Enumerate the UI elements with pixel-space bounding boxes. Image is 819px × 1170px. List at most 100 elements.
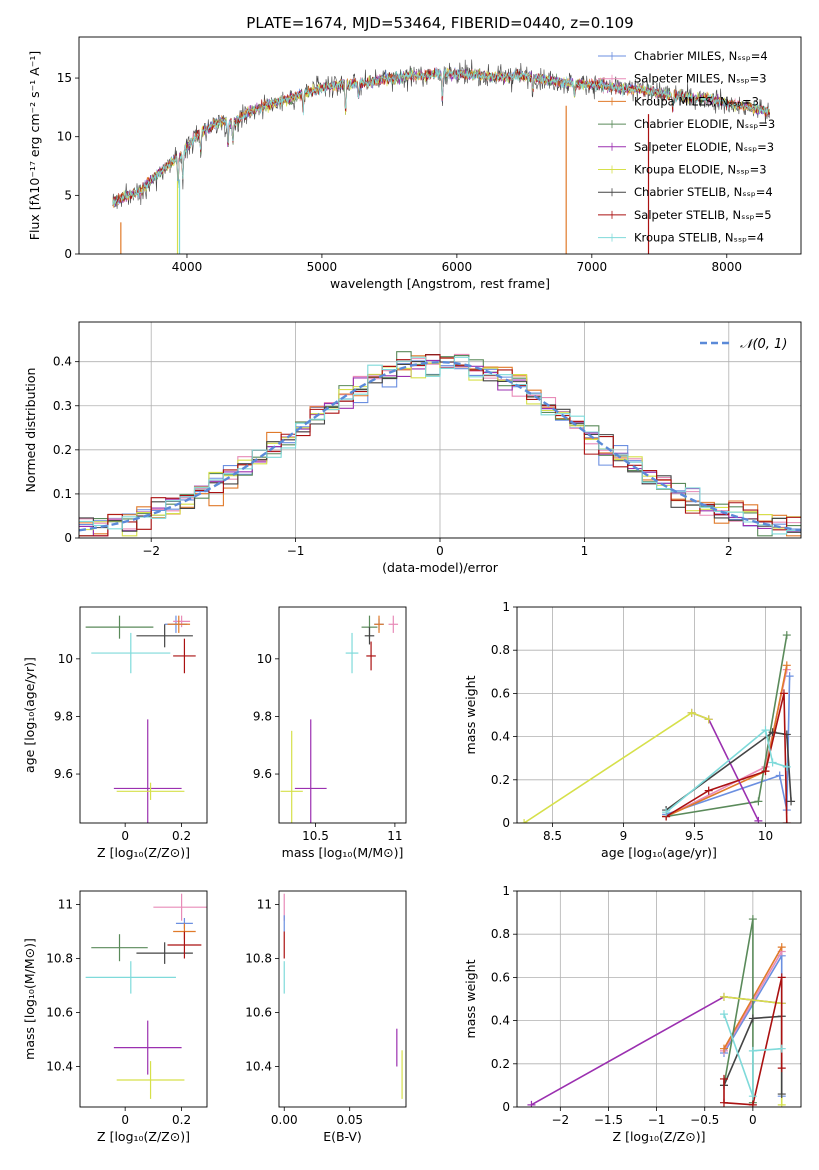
- legend-label: Salpeter STELIB, Nₛₛₚ=5: [634, 208, 772, 222]
- series-line-salpeter_stelib: [666, 693, 787, 823]
- y-tick-label: 9.8: [54, 709, 73, 723]
- series-line-kroupa_elodie: [524, 713, 709, 823]
- y-tick-label: 1: [502, 600, 510, 614]
- legend-label: Salpeter ELODIE, Nₛₛₚ=3: [634, 140, 774, 154]
- x-axis-label: Z [log₁₀(Z/Z⊙)]: [613, 1129, 706, 1144]
- plot-area: [86, 616, 196, 858]
- x-axis-label: E(B-V): [323, 1129, 362, 1144]
- x-tick-label: 0.05: [336, 1113, 363, 1127]
- x-tick-label: 7000: [577, 260, 608, 274]
- x-tick-label: 11: [387, 829, 402, 843]
- y-tick-label: 0.2: [53, 443, 72, 457]
- series-marker: [776, 771, 784, 779]
- series-marker: [783, 661, 791, 669]
- y-tick-label: 9.8: [253, 709, 272, 723]
- y-tick-label: 15: [57, 71, 72, 85]
- series-marker: [749, 915, 757, 923]
- chart-spectrum: 4000 5000 6000 7000 8000 0 5 10 15 wavelength [An…: [27, 37, 801, 291]
- series-marker: [720, 1010, 728, 1018]
- x-tick-label: 1: [581, 544, 589, 558]
- chart-mass-weight-vs-age: 8.5 9 9.5 1000.20.40.60.81age [log₁₀(age/yr…: [463, 600, 801, 860]
- y-tick-label: 9.6: [253, 767, 272, 781]
- y-tick-label: 10: [58, 652, 73, 666]
- x-tick-label: 0.2: [172, 829, 191, 843]
- x-tick-label: 2: [725, 544, 733, 558]
- legend-label: Chabrier ELODIE, Nₛₛₚ=3: [634, 117, 775, 131]
- series-marker: [720, 993, 728, 1001]
- chart-mass-vs-ebv: 0.00 0.05 10.4 10.6 10.8 11 E(B-V): [245, 891, 406, 1144]
- y-tick-label: 1: [502, 884, 510, 898]
- y-tick-label: 0.6: [491, 970, 510, 984]
- axes-frame: [80, 607, 207, 823]
- legend-label: Kroupa ELODIE, Nₛₛₚ=3: [634, 163, 767, 177]
- series-marker: [754, 817, 762, 825]
- x-tick-label: 0: [749, 1113, 757, 1127]
- y-axis-label: mass weight: [463, 675, 478, 754]
- y-tick-label: 0.2: [491, 773, 510, 787]
- y-tick-label: 0.4: [491, 1014, 510, 1028]
- y-tick-label: 0: [64, 531, 72, 545]
- x-tick-label: −1: [287, 544, 305, 558]
- series-marker: [778, 1090, 786, 1098]
- x-tick-label: 9.5: [685, 829, 704, 843]
- chart-title: PLATE=1674, MJD=53464, FIBERID=0440, z=0…: [246, 14, 633, 32]
- y-axis-label: age [log₁₀(age/yr)]: [22, 657, 37, 773]
- legend-label: Kroupa MILES, Nₛₛₚ=3: [634, 94, 759, 108]
- legend-label: Chabrier STELIB, Nₛₛₚ=4: [634, 185, 773, 199]
- y-axis-label: Normed distribution: [23, 368, 38, 493]
- y-tick-label: 11: [257, 898, 272, 912]
- series-marker: [778, 943, 786, 951]
- plot-area: [284, 894, 402, 1099]
- y-tick-label: 10.8: [46, 952, 73, 966]
- y-tick-label: 0.8: [491, 643, 510, 657]
- series-marker: [778, 1064, 786, 1072]
- y-axis-label: Flux [fλ10⁻¹⁷ erg cm⁻² s⁻¹ A⁻¹]: [27, 51, 42, 240]
- chart-age-vs-z: 0 0.2 9.6 9.8 10 Z [log₁₀(Z/Z⊙)] age [log₁₀(ag…: [22, 607, 207, 860]
- series-marker: [787, 797, 795, 805]
- x-tick-label: 10.5: [302, 829, 329, 843]
- chart-mass-weight-vs-z: −2 −1.5 −1 −0.5 000.20.40.60.81Z [log₁₀(Z/Z⊙…: [463, 884, 801, 1144]
- x-tick-label: 0.2: [172, 1113, 191, 1127]
- series-marker: [749, 1014, 757, 1022]
- series-marker: [783, 631, 791, 639]
- series-marker: [783, 730, 791, 738]
- y-tick-label: 10: [57, 130, 72, 144]
- y-tick-label: 0: [502, 816, 510, 830]
- chart-mass-vs-z: 0 0.2 10.4 10.6 10.8 11 Z [log₁₀(Z/Z⊙)] mass [l…: [22, 891, 210, 1144]
- x-axis-label: mass [log₁₀(M/M⊙)]: [282, 845, 404, 860]
- x-tick-label: 6000: [442, 260, 473, 274]
- axes-frame: [517, 891, 801, 1107]
- y-tick-label: 5: [64, 188, 72, 202]
- x-tick-label: 4000: [172, 260, 203, 274]
- legend-label: Chabrier MILES, Nₛₛₚ=4: [634, 49, 768, 63]
- x-tick-label: −0.5: [690, 1113, 719, 1127]
- y-tick-label: 10.4: [245, 1060, 272, 1074]
- y-tick-label: 0: [502, 1100, 510, 1114]
- x-tick-label: 0: [121, 1113, 129, 1127]
- plot-area: [113, 60, 770, 255]
- y-tick-label: 10.8: [245, 952, 272, 966]
- x-tick-label: −2: [142, 544, 160, 558]
- y-tick-label: 0.2: [491, 1057, 510, 1071]
- x-tick-label: 8000: [712, 260, 743, 274]
- series-marker: [720, 1099, 728, 1107]
- series-marker: [720, 1075, 728, 1083]
- series-marker: [705, 715, 713, 723]
- y-tick-label: 10.6: [245, 1006, 272, 1020]
- x-axis-label: age [log₁₀(age/yr)]: [601, 845, 717, 860]
- legend-label: Salpeter MILES, Nₛₛₚ=3: [634, 72, 767, 86]
- x-tick-label: 0: [436, 544, 444, 558]
- axes-frame: [279, 891, 406, 1107]
- y-tick-label: 10.6: [46, 1006, 73, 1020]
- y-axis-label: mass [log₁₀(M/M⊙)]: [22, 938, 37, 1060]
- plot-area: [281, 616, 398, 858]
- spectrum-line-chabrier_miles: [113, 68, 770, 205]
- plot-area: [86, 894, 210, 1099]
- y-axis-label: mass weight: [463, 959, 478, 1038]
- x-tick-label: 10: [758, 829, 773, 843]
- plot-area: [517, 607, 801, 827]
- x-tick-label: 5000: [307, 260, 338, 274]
- series-marker: [778, 1101, 786, 1109]
- y-tick-label: 9.6: [54, 767, 73, 781]
- x-tick-label: 9: [620, 829, 628, 843]
